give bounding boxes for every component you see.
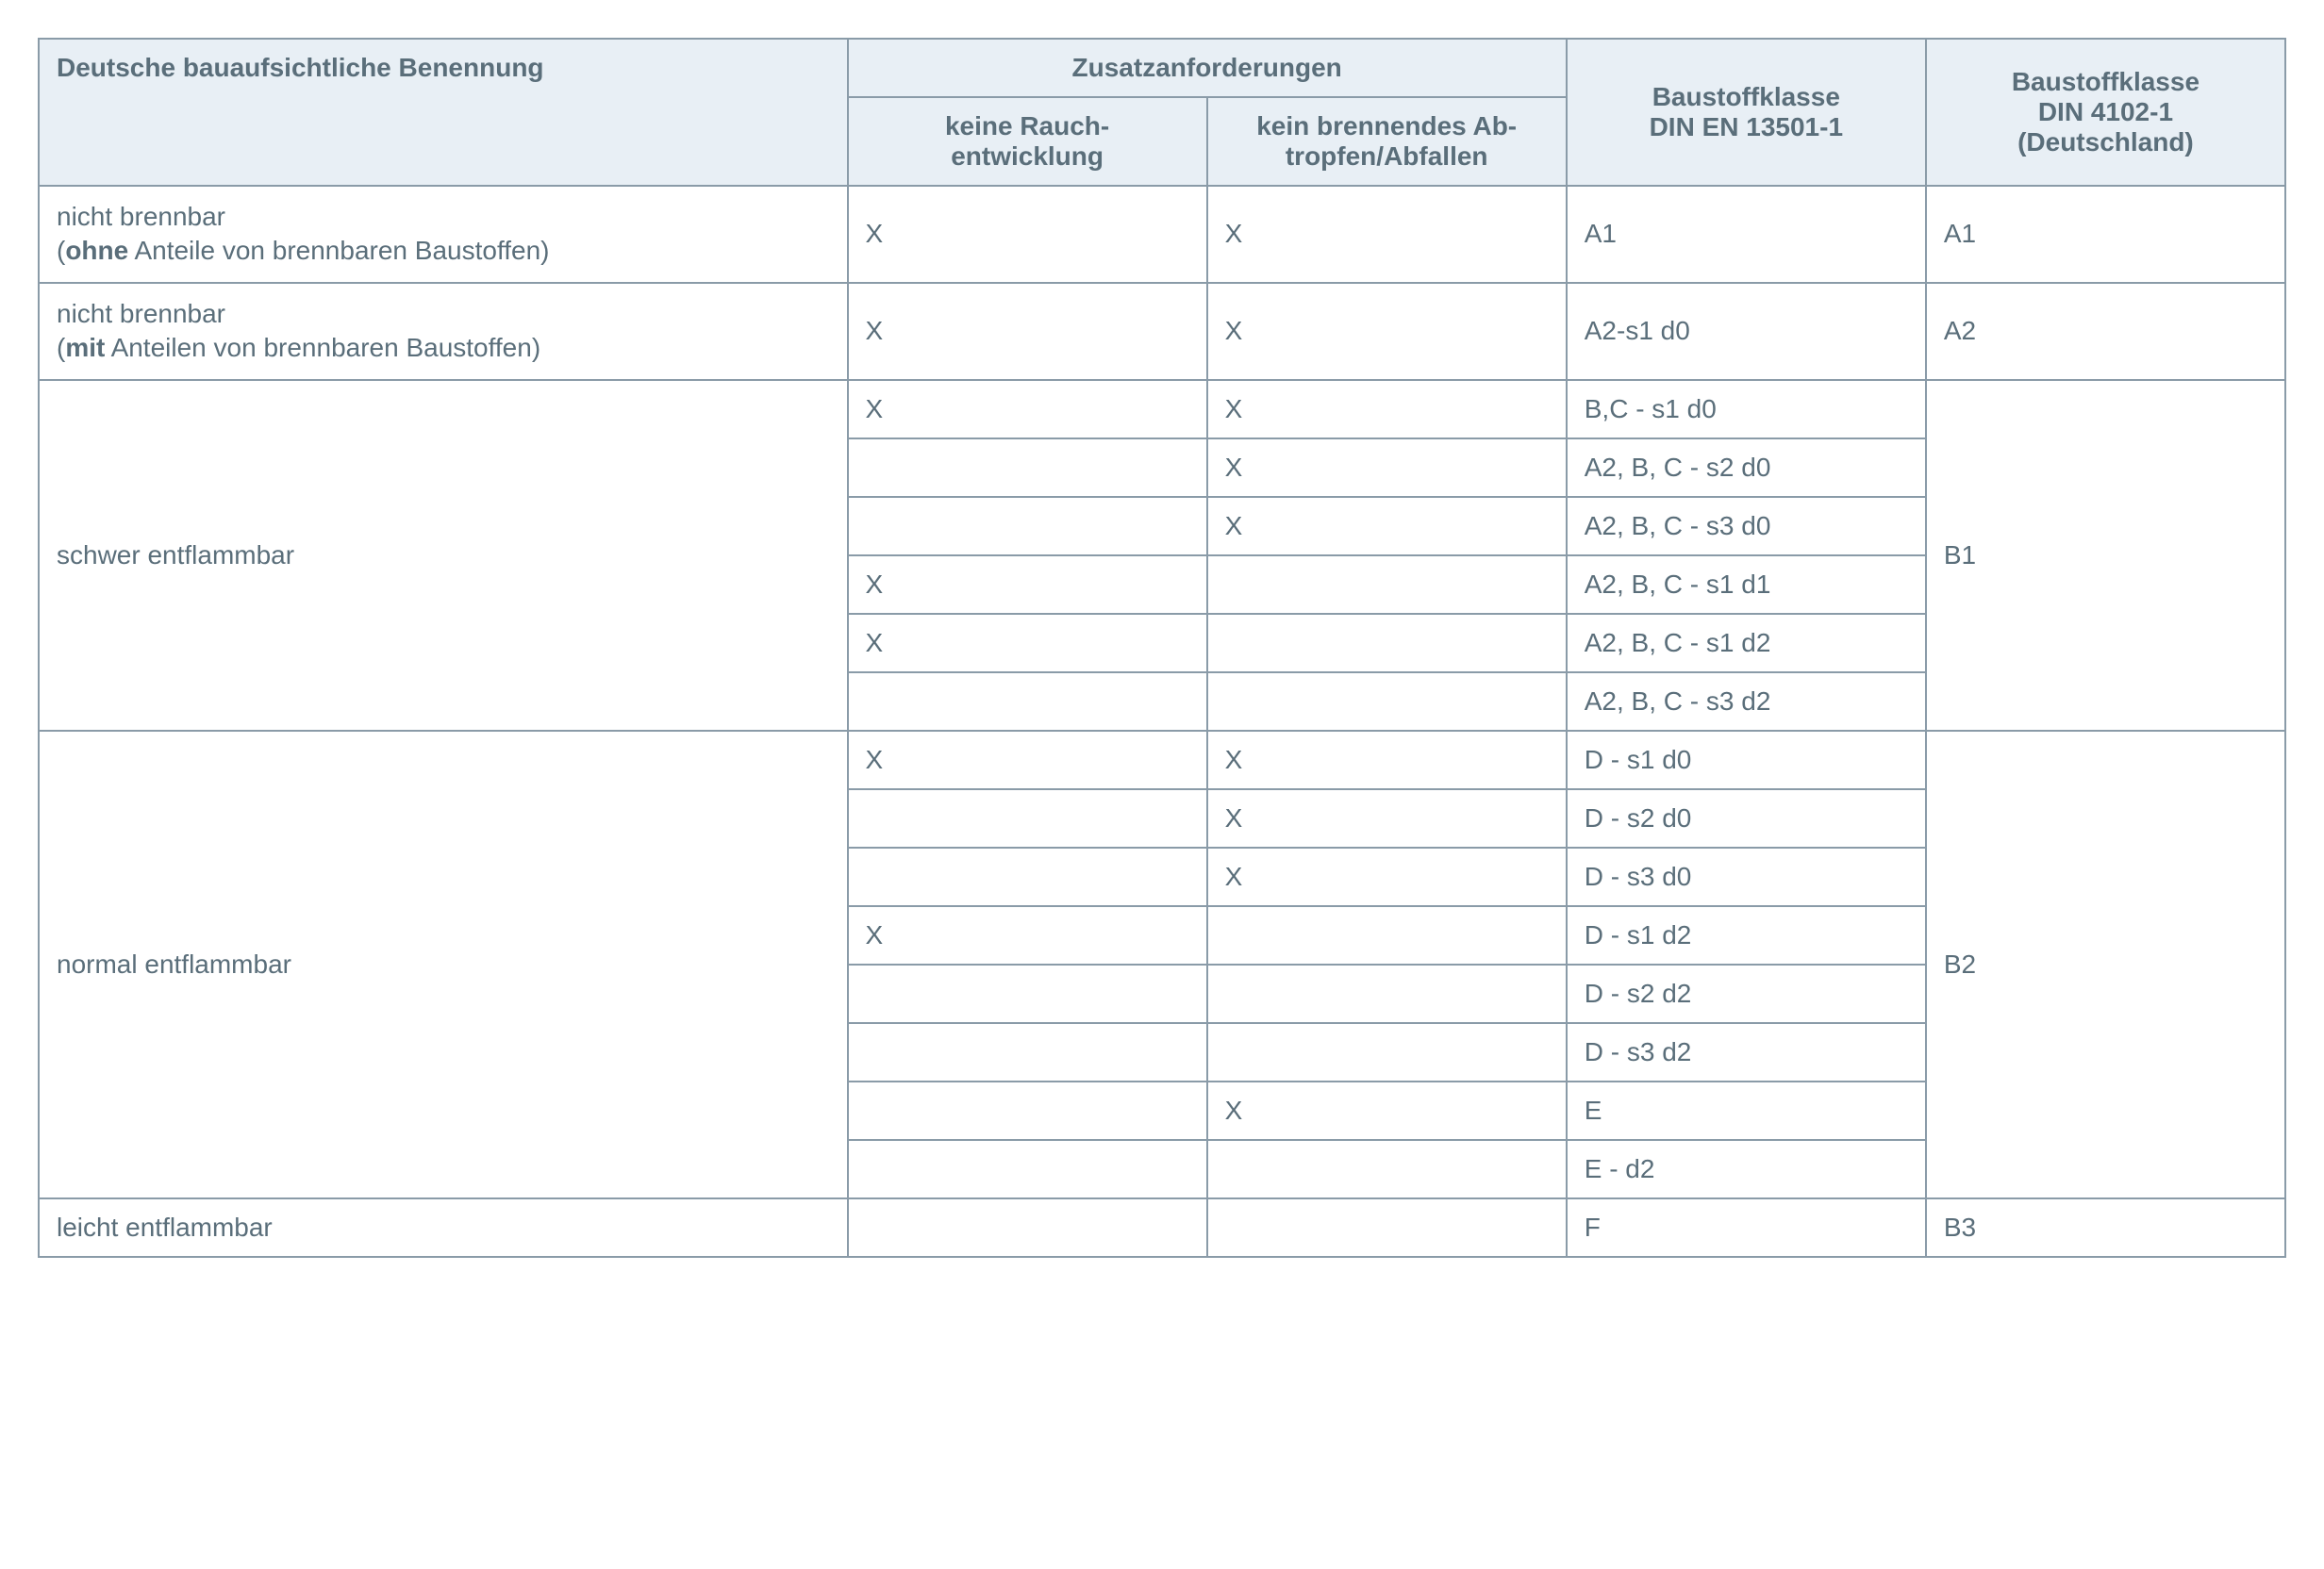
- table-row: nicht brennbar (mit Anteilen von brennba…: [39, 283, 2285, 380]
- label-nicht-brennbar-2: nicht brennbar: [57, 299, 225, 328]
- cell-x: X: [1207, 1082, 1567, 1140]
- cell-din-4102: A1: [1926, 186, 2285, 283]
- header-zusatz: Zusatzanforderungen: [848, 39, 1567, 97]
- label-mit-rest: Anteilen von brennbaren Baustoffen): [105, 333, 540, 362]
- cell-din-en: E: [1567, 1082, 1926, 1140]
- cell-din-en: A2, B, C - s3 d0: [1567, 497, 1926, 555]
- cell-empty: [848, 438, 1207, 497]
- cell-empty: [848, 1198, 1207, 1257]
- cell-din-4102: A2: [1926, 283, 2285, 380]
- cell-x: X: [1207, 283, 1567, 380]
- cell-din-en: D - s3 d2: [1567, 1023, 1926, 1082]
- header-din-4102-l3: (Deutschland): [2017, 127, 2194, 157]
- label-ohne-bold: ohne: [65, 236, 128, 265]
- cell-x: X: [848, 555, 1207, 614]
- cell-empty: [1207, 906, 1567, 965]
- cell-din-en: D - s3 d0: [1567, 848, 1926, 906]
- cell-benennung-normal: normal entflammbar: [39, 731, 848, 1198]
- cell-empty: [848, 1082, 1207, 1140]
- cell-empty: [1207, 1140, 1567, 1198]
- cell-benennung-schwer: schwer entflammbar: [39, 380, 848, 731]
- header-zusatz-sub2-l2: tropfen/Abfallen: [1286, 141, 1488, 171]
- cell-benennung-mit: nicht brennbar (mit Anteilen von brennba…: [39, 283, 848, 380]
- label-paren-open-1: (: [57, 236, 65, 265]
- cell-empty: [1207, 965, 1567, 1023]
- cell-din-4102-schwer: B1: [1926, 380, 2285, 731]
- label-mit-bold: mit: [65, 333, 105, 362]
- header-din-4102-l2: DIN 4102-1: [2038, 97, 2173, 126]
- cell-empty: [848, 1140, 1207, 1198]
- cell-din-en: A2, B, C - s2 d0: [1567, 438, 1926, 497]
- cell-empty: [848, 1023, 1207, 1082]
- table-row: schwer entflammbar X X B,C - s1 d0 B1: [39, 380, 2285, 438]
- table-body: nicht brennbar (ohne Anteile von brennba…: [39, 186, 2285, 1257]
- baustoffklasse-table: Deutsche bauaufsichtliche Benennung Zusa…: [38, 38, 2286, 1258]
- cell-empty: [848, 497, 1207, 555]
- cell-x: X: [1207, 731, 1567, 789]
- header-zusatz-sub2: kein brennendes Ab- tropfen/Abfallen: [1207, 97, 1567, 186]
- cell-empty: [848, 965, 1207, 1023]
- cell-empty: [848, 848, 1207, 906]
- header-benennung: Deutsche bauaufsichtliche Benennung: [39, 39, 848, 186]
- cell-x: X: [848, 906, 1207, 965]
- cell-din-en: B,C - s1 d0: [1567, 380, 1926, 438]
- cell-din-en: D - s2 d2: [1567, 965, 1926, 1023]
- cell-din-4102: B3: [1926, 1198, 2285, 1257]
- table-row: nicht brennbar (ohne Anteile von brennba…: [39, 186, 2285, 283]
- label-ohne-rest: Anteile von brennbaren Baustoffen): [128, 236, 549, 265]
- cell-din-en: D - s1 d2: [1567, 906, 1926, 965]
- cell-benennung-leicht: leicht entflammbar: [39, 1198, 848, 1257]
- header-din-en-l1: Baustoffklasse: [1652, 82, 1840, 111]
- header-zusatz-sub2-l1: kein brennendes Ab-: [1256, 111, 1517, 140]
- table-header: Deutsche bauaufsichtliche Benennung Zusa…: [39, 39, 2285, 186]
- table-row: normal entflammbar X X D - s1 d0 B2: [39, 731, 2285, 789]
- cell-empty: [848, 672, 1207, 731]
- cell-din-en: A2, B, C - s1 d2: [1567, 614, 1926, 672]
- table-row: leicht entflammbar F B3: [39, 1198, 2285, 1257]
- header-din-en: Baustoffklasse DIN EN 13501-1: [1567, 39, 1926, 186]
- header-zusatz-sub1: keine Rauch- entwicklung: [848, 97, 1207, 186]
- cell-din-4102-normal: B2: [1926, 731, 2285, 1198]
- cell-x: X: [1207, 186, 1567, 283]
- cell-benennung-ohne: nicht brennbar (ohne Anteile von brennba…: [39, 186, 848, 283]
- cell-x: X: [1207, 380, 1567, 438]
- cell-din-en: A2-s1 d0: [1567, 283, 1926, 380]
- cell-din-en: F: [1567, 1198, 1926, 1257]
- header-din-en-l2: DIN EN 13501-1: [1650, 112, 1843, 141]
- cell-x: X: [1207, 789, 1567, 848]
- cell-x: X: [1207, 497, 1567, 555]
- header-din-4102-l1: Baustoffklasse: [2012, 67, 2200, 96]
- cell-x: X: [848, 614, 1207, 672]
- header-zusatz-sub1-l1: keine Rauch-: [945, 111, 1109, 140]
- cell-x: X: [848, 380, 1207, 438]
- label-paren-open-2: (: [57, 333, 65, 362]
- cell-empty: [1207, 672, 1567, 731]
- cell-empty: [1207, 1023, 1567, 1082]
- cell-din-en: D - s1 d0: [1567, 731, 1926, 789]
- cell-empty: [1207, 1198, 1567, 1257]
- cell-x: X: [848, 283, 1207, 380]
- cell-din-en: A2, B, C - s1 d1: [1567, 555, 1926, 614]
- label-nicht-brennbar-1: nicht brennbar: [57, 202, 225, 231]
- cell-din-en: A1: [1567, 186, 1926, 283]
- cell-x: X: [848, 186, 1207, 283]
- header-zusatz-sub1-l2: entwicklung: [951, 141, 1104, 171]
- cell-empty: [1207, 555, 1567, 614]
- cell-din-en: E - d2: [1567, 1140, 1926, 1198]
- cell-x: X: [848, 731, 1207, 789]
- cell-din-en: A2, B, C - s3 d2: [1567, 672, 1926, 731]
- header-din-4102: Baustoffklasse DIN 4102-1 (Deutschland): [1926, 39, 2285, 186]
- cell-din-en: D - s2 d0: [1567, 789, 1926, 848]
- cell-x: X: [1207, 848, 1567, 906]
- cell-empty: [848, 789, 1207, 848]
- cell-x: X: [1207, 438, 1567, 497]
- cell-empty: [1207, 614, 1567, 672]
